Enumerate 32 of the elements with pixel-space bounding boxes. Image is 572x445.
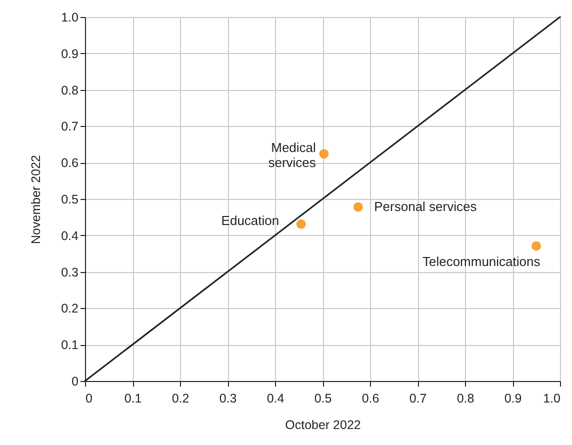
x-tick-label: 1.0 [543,392,561,406]
x-tick-label: 0.3 [219,392,237,406]
y-tick-label: 0.5 [61,192,79,206]
x-tick-label: 0.6 [362,392,380,406]
x-tick-label: 0.2 [172,392,190,406]
x-axis-title: October 2022 [285,418,361,432]
y-tick-label: 1.0 [61,10,79,24]
point [296,219,306,229]
x-tick-label: 0.9 [504,392,522,406]
y-tick-label: 0 [72,374,79,388]
y-tick-label: 0.8 [61,83,79,98]
y-tick-label: 0.1 [61,338,79,352]
y-tick-label: 0.3 [61,265,79,280]
x-tick-label: 0.8 [456,392,474,406]
x-tick-label: 0.4 [266,392,284,406]
annotation: Telecommunications [422,254,541,269]
x-tick-label: 0.1 [124,392,142,406]
annotation: Medical services [268,140,316,170]
y-tick-label: 0.9 [61,46,79,61]
annotation: Personal services [374,199,478,214]
x-tick-label: 0 [86,392,92,406]
point [353,202,363,212]
y-tick-label: 0.4 [61,228,79,243]
y-tick-label: 0.2 [61,302,79,316]
y-tick-label: 0.6 [61,156,79,170]
point [319,149,329,159]
y-tick-label: 0.7 [61,120,79,134]
x-tick-label: 0.5 [314,392,332,406]
point [532,241,541,251]
y-axis-title: November 2022 [29,154,44,244]
x-tick-label: 0.7 [409,392,427,406]
annotation: Education [221,213,280,228]
